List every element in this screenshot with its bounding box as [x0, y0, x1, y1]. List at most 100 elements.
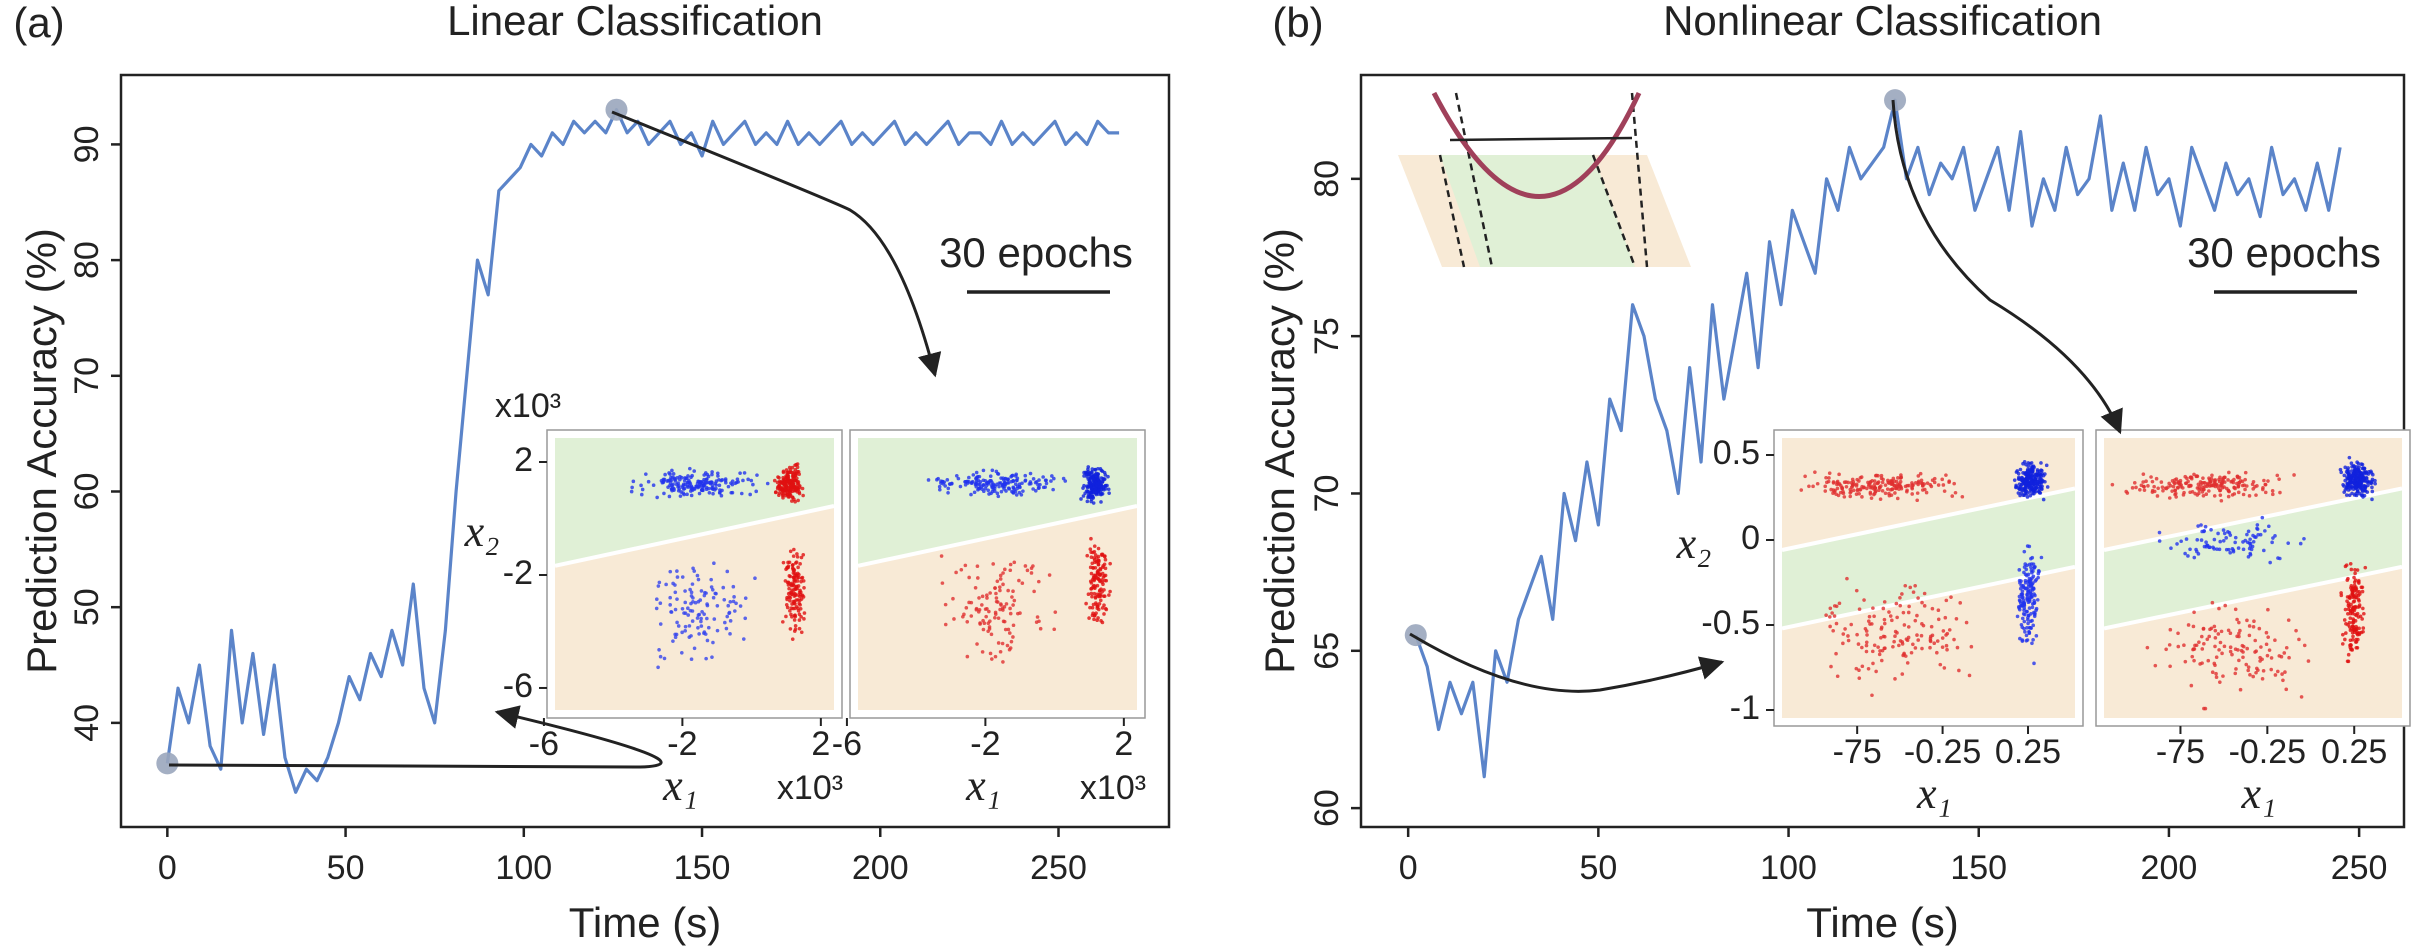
scatter-dot — [1900, 592, 1904, 596]
scatter-dot — [1018, 611, 1022, 615]
scatter-dot — [2360, 589, 2365, 594]
scatter-dot — [2023, 479, 2027, 484]
scatter-dot — [2156, 486, 2160, 491]
scatter-dot — [1941, 483, 1946, 487]
scatter-dot — [2356, 615, 2361, 619]
scatter-dot — [1089, 555, 1094, 559]
scatter-dot — [2012, 478, 2017, 482]
scatter-dot — [1872, 614, 1876, 619]
scatter-dot — [677, 487, 682, 491]
scatter-dot — [965, 654, 970, 659]
scatter-dot — [2362, 466, 2367, 471]
scatter-dot — [2233, 671, 2238, 676]
scatter-dot — [691, 566, 695, 571]
scatter-dot — [675, 620, 679, 625]
scatter-dot — [1037, 486, 1041, 490]
scatter-dot — [1014, 493, 1019, 497]
scatter-dot — [2241, 650, 2245, 654]
scatter-dot — [996, 641, 1001, 645]
scatter-dot — [1050, 474, 1054, 478]
scatter-dot — [784, 474, 788, 478]
scatter-dot — [687, 624, 692, 628]
scatter-dot — [1051, 487, 1055, 492]
scatter-dot — [2344, 631, 2348, 635]
scatter-dot — [2359, 486, 2364, 490]
scatter-dot — [702, 473, 707, 477]
scatter-dot — [1925, 481, 1930, 485]
scatter-dot — [1967, 673, 1972, 678]
scatter-dot — [2035, 482, 2040, 486]
scatter-dot — [2241, 655, 2245, 660]
scatter-dot — [980, 650, 985, 654]
region — [858, 438, 1137, 566]
scatter-dot — [1108, 589, 1112, 594]
scatter-dot — [1871, 661, 1875, 666]
scatter-dot — [1102, 554, 1107, 559]
scatter-dot — [788, 595, 793, 600]
scatter-dot — [705, 472, 710, 477]
inset-x-tick-label: -75 — [2156, 733, 2205, 771]
scatter-dot — [1004, 602, 1009, 606]
scatter-dot — [985, 593, 989, 597]
scatter-dot — [784, 614, 788, 619]
scatter-dot — [1953, 490, 1958, 495]
scatter-dot — [2024, 489, 2028, 494]
scatter-dot — [792, 475, 796, 479]
scatter-dot — [2247, 633, 2252, 638]
scatter-dot — [2110, 482, 2115, 487]
scatter-dot — [2030, 467, 2035, 472]
scatter-dot — [798, 606, 803, 611]
scatter-dot — [1918, 471, 1923, 476]
scatter-dot — [2364, 471, 2369, 476]
scatter-dot — [743, 616, 748, 621]
scatter-dot — [2344, 563, 2349, 567]
scatter-dot — [704, 485, 709, 490]
scatter-dot — [2361, 606, 2365, 611]
scatter-dot — [2233, 540, 2237, 545]
scatter-dot — [1940, 636, 1945, 640]
scatter-dot — [2276, 556, 2280, 560]
scatter-dot — [1958, 601, 1963, 605]
scatter-dot — [2342, 618, 2347, 622]
scatter-dot — [1942, 666, 1947, 670]
scatter-dot — [697, 632, 701, 636]
scatter-dot — [2255, 666, 2259, 671]
scatter-dot — [2025, 573, 2029, 578]
scatter-dot — [678, 494, 683, 498]
scatter-dot — [2253, 650, 2257, 654]
scatter-dot — [2025, 638, 2030, 642]
scatter-dot — [2186, 623, 2191, 627]
scatter-dot — [996, 616, 1001, 620]
scatter-dot — [2354, 475, 2358, 479]
scatter-dot — [670, 468, 674, 473]
scatter-dot — [1842, 480, 1847, 485]
scatter-dot — [2255, 526, 2259, 531]
scatter-dot — [2251, 674, 2255, 679]
scatter-dot — [802, 617, 806, 621]
scatter-dot — [2233, 535, 2238, 540]
scatter-dot — [2360, 489, 2365, 494]
scatter-dot — [2223, 603, 2228, 608]
scatter-dot — [718, 488, 722, 492]
inset-x-tick-label: -2 — [667, 725, 697, 763]
scatter-dot — [714, 486, 718, 491]
scatter-dot — [1887, 493, 1892, 498]
scatter-dot — [710, 587, 715, 592]
scatter-dot — [1957, 668, 1961, 673]
scatter-dot — [786, 470, 790, 475]
scatter-dot — [2233, 486, 2237, 491]
scatter-dot — [2235, 474, 2240, 479]
scatter-dot — [781, 492, 785, 497]
scatter-dot — [974, 607, 979, 612]
scatter-dot — [2351, 595, 2355, 600]
scatter-dot — [787, 574, 792, 578]
scatter-dot — [683, 624, 688, 629]
scatter-dot — [943, 622, 948, 627]
scatter-dot — [2212, 624, 2217, 629]
scatter-dot — [1920, 646, 1924, 651]
y-tick-label: 90 — [68, 126, 106, 164]
scatter-dot — [731, 599, 736, 604]
scatter-dot — [2214, 675, 2219, 680]
scatter-dot — [1856, 642, 1861, 646]
scatter-dot — [699, 589, 704, 593]
